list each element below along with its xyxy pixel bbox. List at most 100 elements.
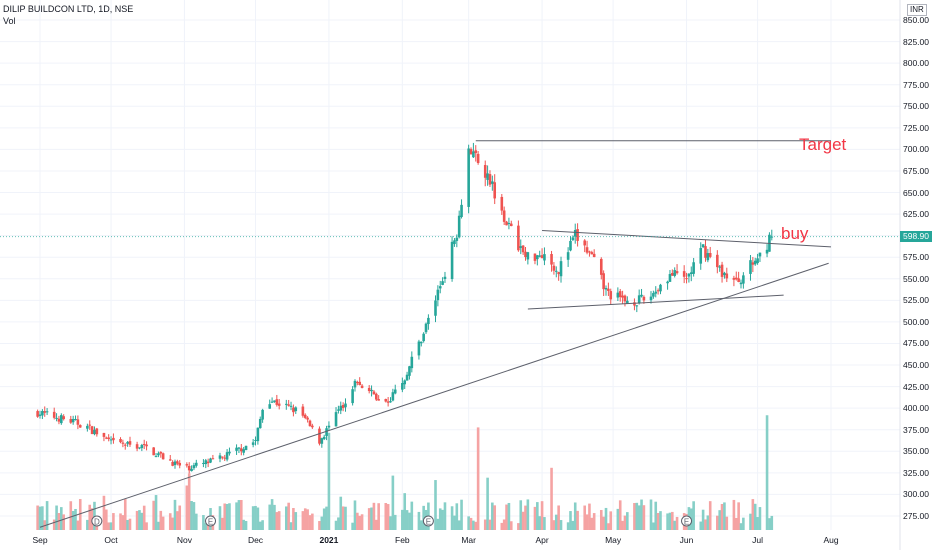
volume-bar xyxy=(105,509,108,530)
volume-bar xyxy=(157,521,160,530)
volume-bar xyxy=(88,504,92,530)
volume-bar xyxy=(303,508,307,530)
price-tick-label: 825.00 xyxy=(903,36,929,47)
volume-bar xyxy=(337,517,340,530)
candle-body xyxy=(652,293,655,297)
volume-bar xyxy=(569,511,572,530)
candle-body xyxy=(739,282,743,285)
price-tick-label: 375.00 xyxy=(903,424,929,435)
candle-body xyxy=(621,295,624,298)
event-marker[interactable] xyxy=(91,515,103,527)
volume-bar xyxy=(573,502,577,530)
volume-bar xyxy=(168,513,172,530)
candle-body xyxy=(287,404,290,406)
candle-body xyxy=(187,465,191,471)
candle-body xyxy=(135,444,139,449)
volume-bar xyxy=(583,505,587,530)
candle-body xyxy=(637,295,641,304)
candle-body xyxy=(123,444,127,446)
volume-bar xyxy=(284,506,288,530)
candle-body xyxy=(45,411,49,413)
volume-bar xyxy=(195,513,198,530)
volume-bar xyxy=(457,520,461,530)
volume-bar xyxy=(374,519,378,530)
candle-body xyxy=(275,399,279,405)
candle-body xyxy=(559,261,563,277)
event-marker[interactable] xyxy=(681,515,693,527)
candle-body xyxy=(95,428,99,435)
time-tick-label: Aug xyxy=(823,535,839,545)
event-marker[interactable] xyxy=(422,515,434,527)
volume-bar xyxy=(438,508,442,530)
candle-body xyxy=(552,265,556,271)
volume-bar xyxy=(60,507,63,530)
candle-body xyxy=(142,443,146,445)
volume-bar xyxy=(218,506,222,530)
trend-line-lower[interactable] xyxy=(527,294,784,310)
candle-body xyxy=(405,374,409,381)
volume-bar xyxy=(173,499,177,530)
candle-body xyxy=(206,461,210,464)
candle-body xyxy=(521,245,525,253)
candle-body xyxy=(706,253,710,261)
volume-bar xyxy=(86,519,89,530)
candle-body xyxy=(109,439,113,441)
volume-bar xyxy=(334,520,338,530)
candle-body xyxy=(737,278,740,283)
volume-bar xyxy=(524,505,527,530)
candle-body xyxy=(339,405,343,411)
volume-bar xyxy=(472,520,475,530)
candle-body xyxy=(138,447,141,449)
volume-bar xyxy=(261,520,264,530)
candle-body xyxy=(493,182,497,199)
volume-bar xyxy=(417,511,421,530)
candle-body xyxy=(569,240,572,251)
candle-body xyxy=(145,444,148,447)
buy-annotation[interactable]: buy xyxy=(781,224,809,243)
volume-bar xyxy=(419,520,423,530)
candle-body xyxy=(538,255,542,257)
event-marker[interactable] xyxy=(205,515,217,527)
candle-body xyxy=(341,404,345,408)
candle-body xyxy=(171,461,174,466)
volume-bar xyxy=(732,499,736,530)
volume-bar xyxy=(178,505,182,530)
candle-body xyxy=(588,251,591,253)
volume-label: Vol xyxy=(3,16,16,26)
candle-body xyxy=(682,271,686,277)
price-tick-label: 275.00 xyxy=(903,511,929,521)
candle-body xyxy=(417,341,421,356)
candle-body xyxy=(410,356,414,369)
target-annotation[interactable]: Target xyxy=(799,135,847,154)
candle-body xyxy=(720,264,724,277)
volume-bar xyxy=(742,517,745,530)
volume-bar xyxy=(734,517,738,530)
candle-body xyxy=(455,237,459,241)
volume-bar xyxy=(171,517,174,530)
volume-bar xyxy=(353,500,357,530)
trend-line-upper[interactable] xyxy=(542,229,832,248)
candle-body xyxy=(303,414,307,418)
trend-line-support[interactable] xyxy=(39,262,829,528)
volume-bar xyxy=(126,519,129,530)
volume-bar xyxy=(109,522,113,530)
volume-bar xyxy=(557,505,560,530)
volume-bar xyxy=(467,516,470,530)
currency-badge[interactable]: INR xyxy=(907,4,927,16)
candle-body xyxy=(52,411,56,418)
candle-body xyxy=(434,300,437,316)
candle-body xyxy=(573,230,577,237)
candle-body xyxy=(157,453,160,456)
volume-bar xyxy=(185,485,189,530)
volume-bar xyxy=(202,515,205,530)
candle-body xyxy=(204,460,208,465)
volume-bar xyxy=(701,509,705,530)
volume-bar xyxy=(244,520,248,530)
volume-bar xyxy=(486,477,489,530)
candle-body xyxy=(673,270,676,276)
price-tick-label: 700.00 xyxy=(903,144,929,155)
volume-bar xyxy=(152,500,155,530)
volume-bar xyxy=(517,523,520,530)
